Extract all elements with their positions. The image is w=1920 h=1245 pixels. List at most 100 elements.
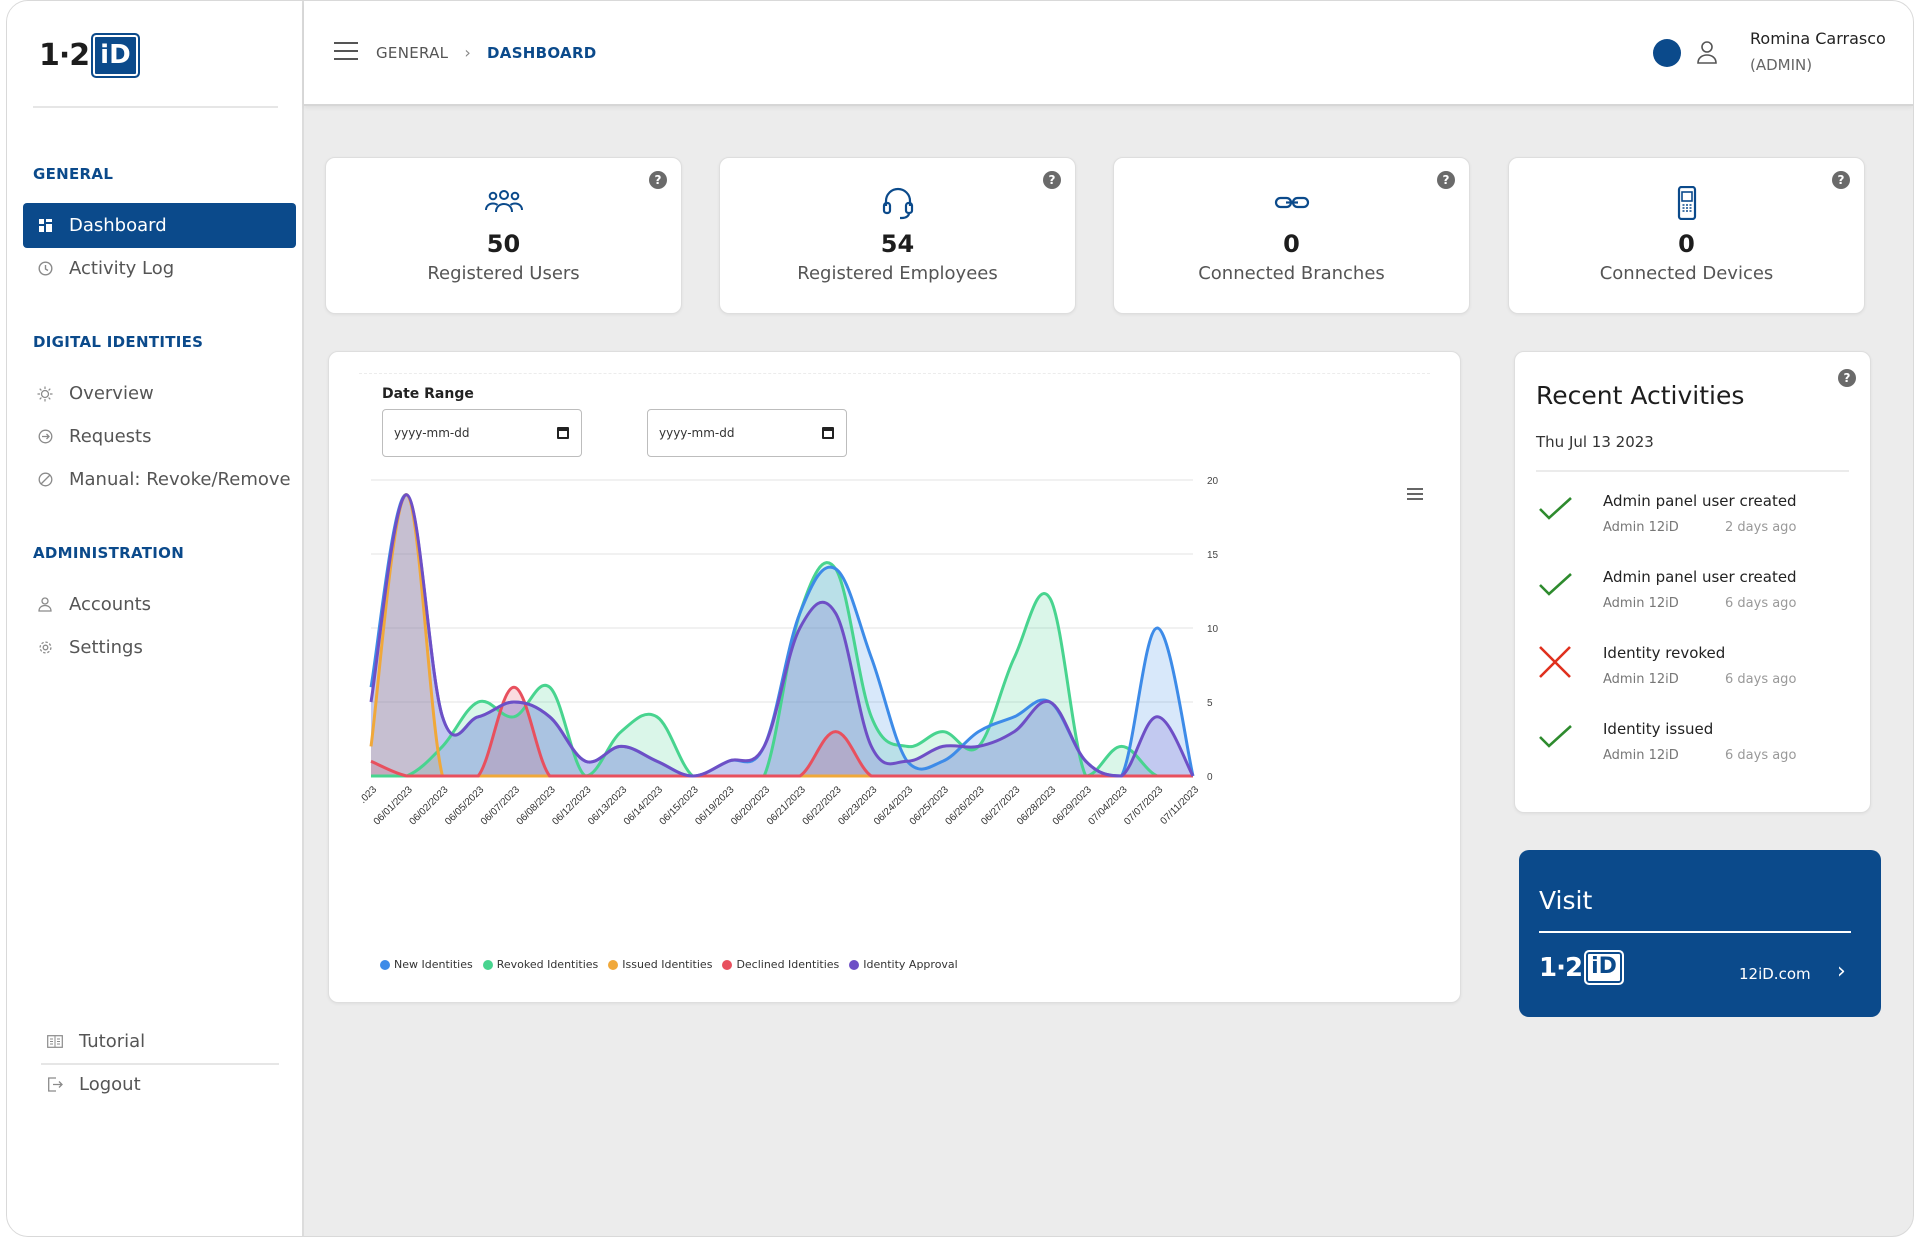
help-icon[interactable]: ? [1838,369,1856,387]
chart-card: Date Range yyyy-mm-dd yyyy-mm-dd 0 5 10 15 2… [328,351,1461,1003]
legend-item[interactable]: New Identities [380,958,473,971]
y-tick-label: 15 [1207,550,1219,561]
stat-value: 0 [1283,230,1300,258]
breadcrumb: GENERAL › DASHBOARD [376,43,597,62]
legend-item[interactable]: Revoked Identities [482,958,599,971]
logout-icon [47,1077,63,1093]
stat-label: Registered Employees [797,263,998,284]
start-date-input[interactable]: yyyy-mm-dd [382,409,582,457]
stat-card-connected-branches: 0 Connected Branches ? [1113,157,1470,314]
legend-item[interactable]: Issued Identities [608,958,712,971]
stat-value: 54 [880,230,915,258]
activity-item[interactable]: Admin panel user created Admin 12iD 2 days… [1536,489,1851,549]
headset-icon [878,186,918,220]
help-icon[interactable]: ? [1832,171,1850,189]
ban-icon [37,472,53,488]
section-title-general: GENERAL [33,165,114,183]
activity-author: Admin 12iD [1603,596,1679,611]
legend-label: Issued Identities [622,958,713,971]
help-icon[interactable]: ? [649,171,667,189]
gear-icon [37,640,53,656]
x-tick-label: .023 [358,784,380,806]
divider [33,106,278,108]
section-title-administration: ADMINISTRATION [33,544,185,562]
users-icon [484,186,524,220]
y-tick-label: 20 [1207,476,1219,487]
legend-marker [482,959,493,970]
visit-title: Visit [1539,886,1593,915]
sidebar-item-activity-log[interactable]: Activity Log [23,246,296,291]
series-line-identity-approval [369,493,1195,778]
chevron-right-icon: › [1837,959,1846,984]
series-area-new-identities [371,494,1193,776]
sidebar-item-tutorial[interactable]: Tutorial [33,1019,283,1064]
end-date-input[interactable]: yyyy-mm-dd [647,409,847,457]
activity-author: Admin 12iD [1603,672,1679,687]
user-avatar-icon[interactable] [1696,39,1722,67]
sidebar-item-label: Settings [69,637,143,658]
help-icon[interactable]: ? [1437,171,1455,189]
legend-label: Identity Approval [863,958,958,971]
date-placeholder: yyyy-mm-dd [394,426,470,440]
logo-id-box: iD [91,32,140,78]
app-logo[interactable]: 1·2 iD [39,32,140,78]
sidebar-item-settings[interactable]: Settings [23,625,296,670]
activity-time: 6 days ago [1725,596,1797,611]
checkmark-icon [1536,567,1574,605]
clock-icon [37,261,53,277]
activity-title: Identity issued [1603,720,1714,738]
status-indicator[interactable] [1653,39,1681,67]
breadcrumb-item-dashboard: DASHBOARD [487,43,597,62]
series-area-identity-approval [371,494,1193,776]
calendar-icon[interactable] [557,427,569,439]
section-title-digital-identities: DIGITAL IDENTITIES [33,333,204,351]
visit-link[interactable]: 12iD.com [1739,965,1811,983]
legend-label: Revoked Identities [496,958,599,971]
visit-website-card[interactable]: Visit 1·2 iD 12iD.com › [1519,850,1881,1017]
recent-activities-title: Recent Activities [1536,381,1745,410]
activity-title: Admin panel user created [1603,492,1797,510]
visit-logo: 1·2 iD [1539,950,1624,985]
help-icon[interactable]: ? [1043,171,1061,189]
stat-card-registered-employees: 54 Registered Employees ? [719,157,1076,314]
activity-item[interactable]: Identity revoked Admin 12iD 6 days ago [1536,641,1851,701]
chart-menu-icon[interactable] [1407,488,1423,500]
sidebar-item-label: Dashboard [69,215,167,236]
stat-card-connected-devices: 0 Connected Devices ? [1508,157,1865,314]
legend-item[interactable]: Declined Identities [722,958,839,971]
legend-marker [849,959,860,970]
user-role: (ADMIN) [1750,56,1813,74]
app-window: 1·2 iD GENERAL Dashboard Activity Log DIG… [6,0,1914,1237]
activity-item[interactable]: Identity issued Admin 12iD 6 days ago [1536,717,1851,777]
chart-legend: New Identities Revoked Identities Issued I… [380,958,968,971]
calendar-icon[interactable] [822,427,834,439]
legend-item[interactable]: Identity Approval [849,958,958,971]
user-icon [37,597,53,613]
sidebar-item-manual-revoke-remove[interactable]: Manual: Revoke/Remove [23,457,296,502]
sidebar-item-label: Accounts [69,594,152,615]
divider [359,373,1430,374]
logo-id-box: iD [1584,950,1624,985]
top-bar: GENERAL › DASHBOARD Romina Carrasco (ADM… [304,1,1913,106]
divider [41,1063,279,1065]
stat-label: Connected Devices [1599,263,1774,284]
sidebar-item-overview[interactable]: Overview [23,371,296,416]
sun-icon [37,386,53,402]
checkmark-icon [1536,491,1574,529]
sidebar-item-accounts[interactable]: Accounts [23,582,296,627]
activity-title: Identity revoked [1603,644,1726,662]
sidebar-item-dashboard[interactable]: Dashboard [23,203,296,248]
stat-label: Connected Branches [1198,263,1385,284]
activity-time: 2 days ago [1725,520,1797,535]
legend-marker [722,959,733,970]
activity-item[interactable]: Admin panel user created Admin 12iD 6 days… [1536,565,1851,625]
sidebar-item-logout[interactable]: Logout [33,1062,283,1107]
breadcrumb-item-general[interactable]: GENERAL [376,43,449,62]
identities-chart: 05101520.02306/01/202306/02/202306/05/20… [358,476,1219,828]
sidebar-item-label: Manual: Revoke/Remove [69,469,291,490]
cross-icon [1536,643,1574,681]
divider [1536,470,1849,472]
hamburger-menu-icon[interactable] [334,42,358,62]
sidebar-item-requests[interactable]: Requests [23,414,296,459]
chevron-right-icon: › [464,43,472,62]
